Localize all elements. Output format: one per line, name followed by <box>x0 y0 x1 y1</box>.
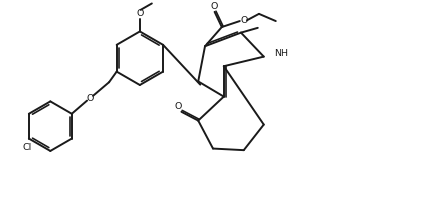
Text: O: O <box>240 16 248 25</box>
Text: NH: NH <box>274 49 288 58</box>
Text: O: O <box>86 94 94 103</box>
Text: O: O <box>175 103 182 111</box>
Text: O: O <box>210 2 218 11</box>
Text: O: O <box>137 9 144 18</box>
Text: Cl: Cl <box>22 143 32 152</box>
